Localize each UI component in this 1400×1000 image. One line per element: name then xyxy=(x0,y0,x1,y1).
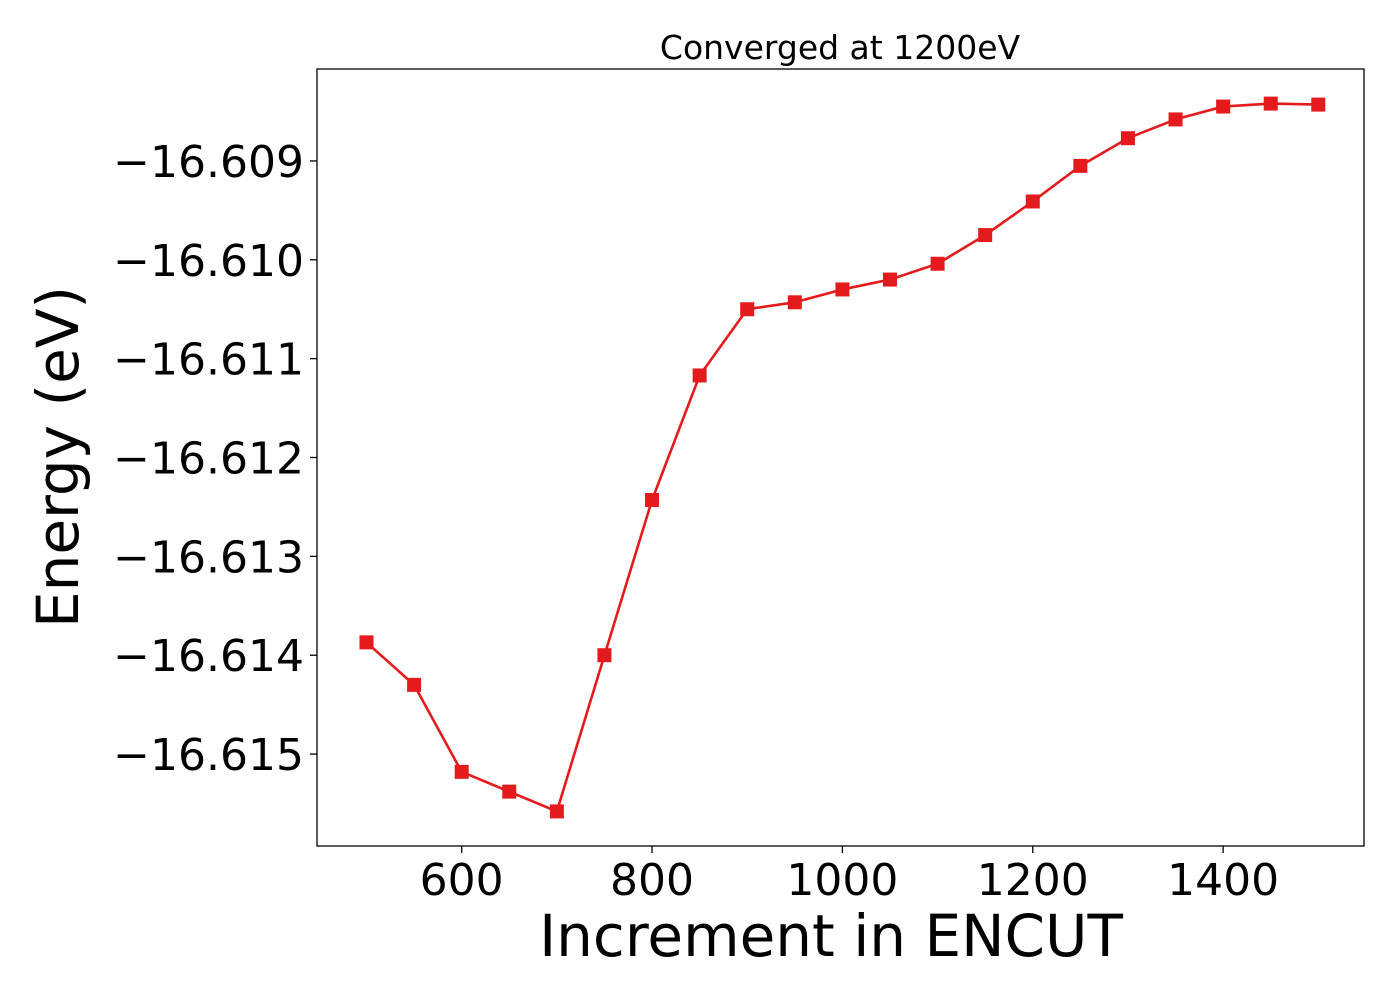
data-point-marker xyxy=(740,302,755,317)
x-axis: 600 800 1000 1200 1400 xyxy=(420,846,1279,906)
x-tick-label: 800 xyxy=(610,855,694,906)
x-tick-label: 1200 xyxy=(977,855,1089,906)
data-point-marker xyxy=(1120,131,1135,146)
data-point-marker xyxy=(549,804,564,819)
data-point-marker xyxy=(1311,97,1326,112)
x-tick-label: 1400 xyxy=(1167,855,1279,906)
plot-frame xyxy=(316,68,1365,847)
series-line xyxy=(365,102,1319,813)
x-tick-label: 600 xyxy=(420,855,504,906)
y-tick-label: −16.612 xyxy=(113,434,304,485)
y-axis: −16.615 −16.614 −16.613 −16.612 −16.611 −16.6… xyxy=(113,137,317,781)
x-tick-label: 1000 xyxy=(786,855,898,906)
plot-area xyxy=(359,96,1326,819)
y-axis-label: Energy (eV) xyxy=(24,286,92,628)
data-point-marker xyxy=(835,282,850,297)
data-point-marker xyxy=(930,256,945,271)
y-tick-label: −16.613 xyxy=(113,532,304,583)
chart-title: Converged at 1200eV xyxy=(660,28,1021,67)
data-point-marker xyxy=(978,228,993,243)
data-point-marker xyxy=(454,764,469,779)
y-tick-label: −16.615 xyxy=(113,730,304,781)
data-point-marker xyxy=(1216,99,1231,114)
data-point-marker xyxy=(1263,96,1278,111)
y-tick-label: −16.609 xyxy=(113,137,304,188)
data-point-marker xyxy=(645,493,660,508)
data-point-marker xyxy=(692,368,707,383)
y-tick-label: −16.614 xyxy=(113,631,304,682)
data-point-marker xyxy=(359,635,374,650)
x-axis-label: Increment in ENCUT xyxy=(539,902,1123,970)
data-point-marker xyxy=(1025,194,1040,209)
data-point-marker xyxy=(882,272,897,287)
data-point-marker xyxy=(502,784,517,799)
data-point-marker xyxy=(787,295,802,310)
y-tick-label: −16.611 xyxy=(113,335,304,386)
data-point-marker xyxy=(407,677,422,692)
y-tick-label: −16.610 xyxy=(113,236,304,287)
data-point-marker xyxy=(1073,158,1088,173)
data-point-marker xyxy=(1168,112,1183,127)
data-point-marker xyxy=(597,648,612,663)
